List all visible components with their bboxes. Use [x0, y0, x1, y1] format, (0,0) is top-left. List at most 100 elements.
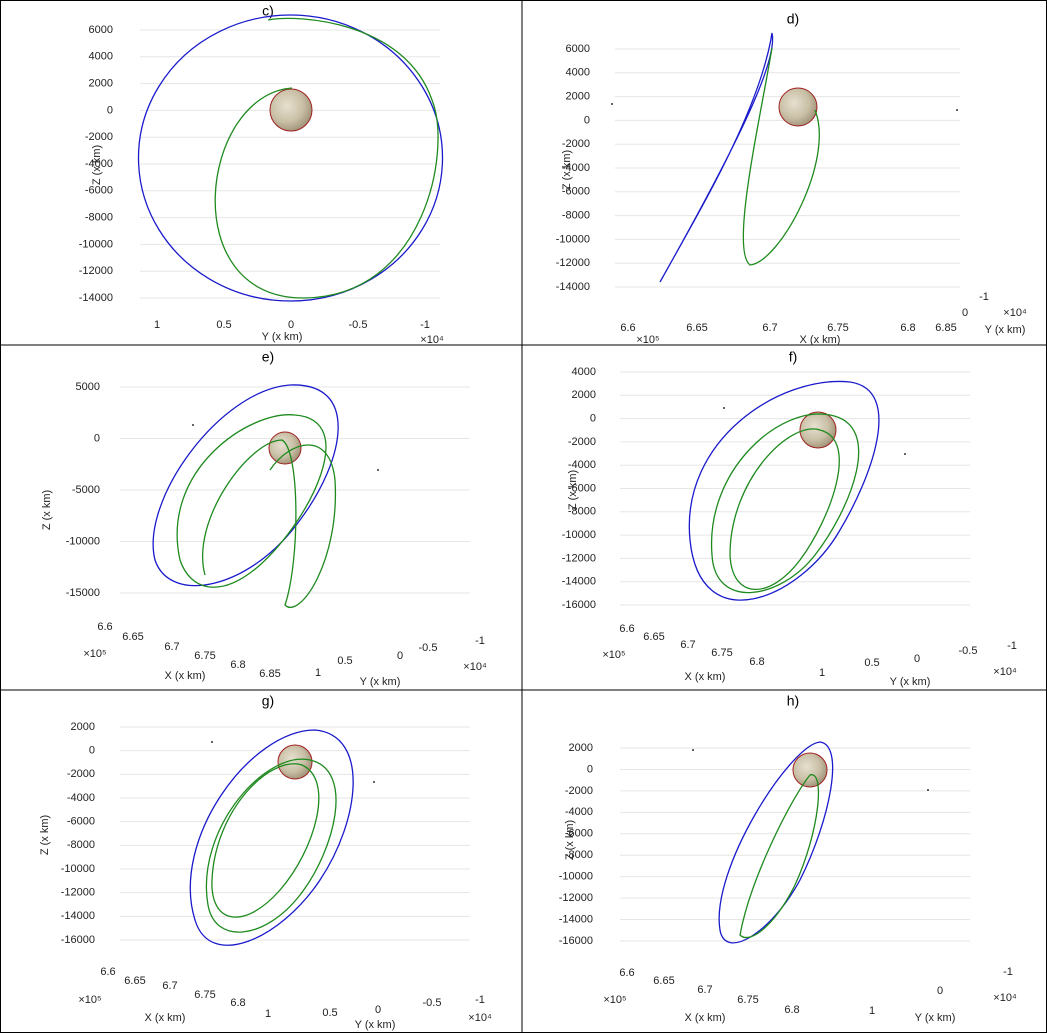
- z-tick-label: 4000: [566, 67, 590, 79]
- x-tick-label: 6.85: [935, 322, 956, 334]
- x-axis-label: X (x km): [800, 334, 841, 346]
- z-tick-label: -10000: [61, 863, 95, 875]
- y-tick-label: 1: [869, 1005, 875, 1017]
- z-tick-label: 4000: [572, 366, 596, 378]
- z-tick-label: -10000: [559, 871, 593, 883]
- y-tick-label: 0.5: [864, 657, 879, 669]
- moon: [778, 87, 818, 127]
- z-tick-label: -12000: [559, 892, 593, 904]
- x-tick-label: 6.65: [124, 975, 145, 987]
- point: [192, 424, 194, 426]
- x-tick-label: 6.8: [230, 659, 245, 671]
- z-tick-label: -12000: [79, 265, 113, 277]
- green-orbit: [739, 774, 819, 939]
- x-tick-label: 6.6: [619, 623, 634, 635]
- x-axis-label: Y (x km): [262, 331, 303, 343]
- x-tick-label: 6.6: [620, 322, 635, 334]
- y-tick-label: 0: [937, 985, 943, 997]
- x-tick-label: 6.7: [164, 641, 179, 653]
- y-axis-label: Y (x km): [985, 324, 1026, 336]
- y-tick-label: -1: [475, 994, 485, 1006]
- z-tick-label: -14000: [556, 281, 590, 293]
- x-tick-label: 0.5: [216, 319, 231, 331]
- z-tick-label: 0: [584, 114, 590, 126]
- z-tick-label: -10000: [556, 233, 590, 245]
- z-tick-label: -6000: [85, 185, 113, 197]
- z-tick-label: -2000: [568, 436, 596, 448]
- moon: [792, 752, 828, 788]
- x-tick-label: 6.65: [122, 631, 143, 643]
- z-tick-label: -4000: [85, 158, 113, 170]
- z-tick-label: 6000: [89, 24, 113, 36]
- x-tick-label: -1: [420, 319, 430, 331]
- z-axis-label: Z (x km): [41, 490, 53, 530]
- point: [611, 103, 613, 105]
- z-tick-label: 2000: [566, 91, 590, 103]
- panel-title: e): [262, 349, 274, 365]
- x-exponent: ×10⁵: [602, 649, 625, 661]
- z-tick-label: -2000: [67, 768, 95, 780]
- x-tick-label: 6.8: [900, 322, 915, 334]
- x-exponent: ×10⁵: [83, 648, 106, 660]
- z-tick-label: 6000: [566, 43, 590, 55]
- z-tick-label: -16000: [61, 934, 95, 946]
- moon: [277, 744, 313, 780]
- x-tick-label: 6.75: [737, 994, 758, 1006]
- y-tick-label: 0.5: [337, 655, 352, 667]
- z-tick-label: -6000: [565, 828, 593, 840]
- x-tick-label: 6.8: [749, 656, 764, 668]
- z-tick-label: -16000: [562, 599, 596, 611]
- x-tick-label: 6.65: [643, 631, 664, 643]
- z-tick-label: -2000: [562, 138, 590, 150]
- z-axis-label: Z (x km): [564, 820, 576, 860]
- z-tick-label: 5000: [76, 381, 100, 393]
- z-tick-label: -6000: [67, 816, 95, 828]
- y-exponent: ×10⁴: [993, 992, 1017, 1004]
- y-tick-label: -0.5: [419, 642, 438, 654]
- blue-orbit: [688, 380, 880, 601]
- y-exponent: ×10⁴: [468, 1012, 492, 1024]
- y-exponent: ×10⁴: [993, 666, 1017, 678]
- x-tick-label: 6.75: [827, 322, 848, 334]
- z-tick-label: -4000: [568, 459, 596, 471]
- z-tick-label: -12000: [562, 552, 596, 564]
- z-tick-label: 0: [94, 432, 100, 444]
- y-tick-label: 0: [375, 1004, 381, 1016]
- x-tick-label: 6.65: [653, 975, 674, 987]
- blue-orbit: [189, 729, 354, 946]
- x-axis-label: X (x km): [685, 1012, 726, 1024]
- y-axis-label: Y (x km): [360, 676, 401, 688]
- green-orbit: [742, 47, 820, 266]
- z-tick-label: -4000: [565, 806, 593, 818]
- y-tick-label: -1: [1003, 966, 1013, 978]
- z-tick-label: -8000: [568, 506, 596, 518]
- z-tick-label: 4000: [89, 51, 113, 63]
- panel-title: d): [787, 11, 799, 27]
- x-exponent: ×10⁴: [420, 334, 444, 346]
- z-tick-label: -12000: [556, 257, 590, 269]
- y-tick-label: 1: [819, 667, 825, 679]
- y-tick-label: 0.5: [322, 1007, 337, 1019]
- z-tick-label: -16000: [559, 935, 593, 947]
- y-axis-label: Y (x km): [355, 1019, 396, 1031]
- y-tick-label: 0: [962, 307, 968, 319]
- z-axis-label: Z (x km): [39, 815, 51, 855]
- z-tick-label: 0: [89, 745, 95, 757]
- z-tick-label: -14000: [79, 292, 113, 304]
- z-tick-label: 0: [107, 104, 113, 116]
- x-tick-label: 1: [154, 319, 160, 331]
- z-axis-label: Z (x km): [91, 145, 103, 185]
- blue-orbit: [152, 384, 339, 587]
- y-axis-label: Y (x km): [890, 676, 931, 688]
- z-tick-label: -8000: [67, 839, 95, 851]
- panel-title: h): [787, 693, 799, 709]
- x-tick-label: 6.7: [762, 322, 777, 334]
- y-tick-label: -0.5: [423, 997, 442, 1009]
- z-tick-label: -10000: [562, 529, 596, 541]
- x-tick-label: 6.75: [194, 989, 215, 1001]
- z-axis-label: Z (x km): [561, 150, 573, 190]
- blue-orbit: [718, 741, 834, 944]
- z-tick-label: -5000: [72, 484, 100, 496]
- z-tick-label: -12000: [61, 887, 95, 899]
